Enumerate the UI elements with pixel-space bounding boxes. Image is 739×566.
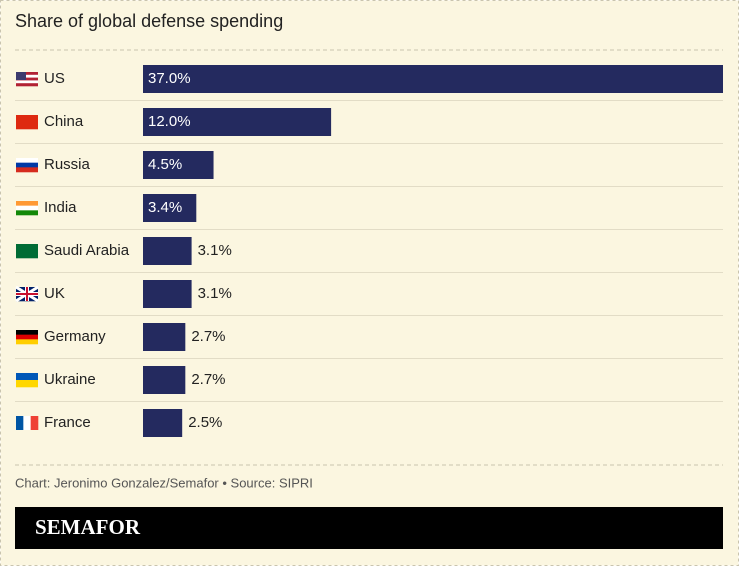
flag-part <box>16 83 38 87</box>
value-label: 3.1% <box>198 242 232 259</box>
flag-part <box>23 416 31 430</box>
flag-part <box>16 162 38 168</box>
category-label: US <box>44 70 65 87</box>
bar <box>143 65 723 93</box>
category-label: Ukraine <box>44 371 96 388</box>
category-label: India <box>44 199 77 216</box>
value-label: 4.5% <box>148 156 182 173</box>
value-label: 3.4% <box>148 199 182 216</box>
flag-part <box>16 287 38 301</box>
flag <box>16 373 38 388</box>
flag-part <box>30 416 39 430</box>
flag-part <box>16 205 38 211</box>
value-label: 2.7% <box>191 328 225 345</box>
flag <box>16 158 38 173</box>
flag-part <box>16 115 38 130</box>
bar <box>143 366 186 394</box>
flag <box>15 285 39 303</box>
bar <box>143 151 214 179</box>
value-label: 37.0% <box>148 70 191 87</box>
flag-part <box>16 339 38 345</box>
value-label: 2.7% <box>191 371 225 388</box>
logo: SEMAFOR <box>35 515 141 539</box>
flag-part <box>16 158 38 163</box>
flag-part <box>16 373 38 381</box>
flag-part <box>16 380 38 388</box>
bar <box>143 237 192 265</box>
flag-part <box>16 80 38 84</box>
value-label: 12.0% <box>148 113 191 130</box>
bar <box>143 323 186 351</box>
flag <box>16 330 38 345</box>
logo-box <box>15 507 723 549</box>
flag-part <box>16 416 24 430</box>
flag-part <box>16 74 38 78</box>
flag <box>16 416 39 430</box>
flag-part <box>16 210 38 216</box>
category-label: China <box>44 113 84 130</box>
flag-part <box>16 167 38 173</box>
flag-part <box>16 334 38 340</box>
category-label: Saudi Arabia <box>44 242 130 259</box>
flag-part <box>16 72 38 76</box>
flag-part <box>16 330 38 335</box>
category-label: Russia <box>44 156 91 173</box>
bar <box>143 409 183 437</box>
flag <box>16 115 38 130</box>
bar <box>143 108 332 136</box>
category-label: France <box>44 414 91 431</box>
value-label: 3.1% <box>198 285 232 302</box>
credit: Chart: Jeronimo Gonzalez/Semafor • Sourc… <box>15 475 313 490</box>
flag <box>16 72 38 87</box>
bar <box>143 194 197 222</box>
flag-part <box>16 72 26 80</box>
flag <box>16 201 38 216</box>
category-label: UK <box>44 285 65 302</box>
flag-part <box>16 201 38 206</box>
bar <box>143 280 192 308</box>
category-label: Germany <box>44 328 106 345</box>
flag <box>16 244 38 259</box>
flag-part <box>16 244 38 259</box>
flag-part <box>16 77 38 81</box>
value-label: 2.5% <box>188 414 222 431</box>
chart-title: Share of global defense spending <box>15 11 283 31</box>
